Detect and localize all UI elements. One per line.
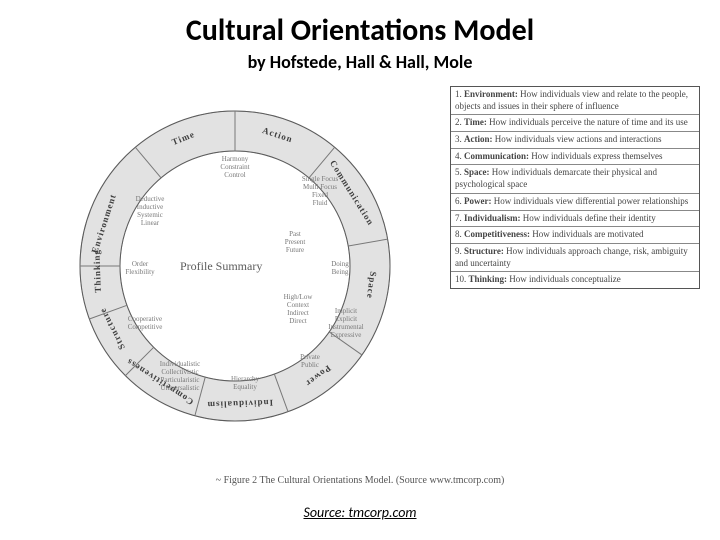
legend-num: 10. xyxy=(455,274,466,284)
legend-term: Thinking: xyxy=(469,274,508,284)
legend-num: 9. xyxy=(455,246,462,256)
svg-text:Thinking: Thinking xyxy=(91,249,103,293)
legend-def: How individuals view differential power … xyxy=(494,196,689,206)
page-subtitle: by Hofstede, Hall & Hall, Mole xyxy=(0,51,720,73)
svg-text:Single Focus: Single Focus xyxy=(302,175,339,183)
legend-row: 4. Communication: How individuals expres… xyxy=(451,149,699,166)
svg-text:Doing: Doing xyxy=(331,260,349,268)
legend-num: 8. xyxy=(455,229,462,239)
svg-text:Indirect: Indirect xyxy=(287,309,309,317)
page-title: Cultural Orientations Model xyxy=(0,0,720,49)
svg-text:Systemic: Systemic xyxy=(137,211,163,219)
legend-def: How individuals view actions and interac… xyxy=(495,134,662,144)
svg-text:Being: Being xyxy=(332,268,349,276)
svg-text:Universalistic: Universalistic xyxy=(161,384,200,392)
legend-num: 7. xyxy=(455,213,462,223)
legend-term: Structure: xyxy=(464,246,504,256)
svg-text:Instrumental: Instrumental xyxy=(328,323,363,331)
legend-def: How individuals perceive the nature of t… xyxy=(489,117,688,127)
figure-caption: ~ Figure 2 The Cultural Orientations Mod… xyxy=(0,475,720,486)
legend-num: 1. xyxy=(455,89,462,99)
content-area: EnvironmentTimeActionCommunicationSpaceP… xyxy=(20,81,700,471)
svg-text:High/Low: High/Low xyxy=(284,293,314,301)
legend-num: 6. xyxy=(455,196,462,206)
legend-def: How individuals conceptualize xyxy=(509,274,620,284)
legend-term: Individualism: xyxy=(464,213,521,223)
legend-num: 2. xyxy=(455,117,462,127)
legend-term: Action: xyxy=(464,134,493,144)
legend-term: Competitiveness: xyxy=(464,229,530,239)
legend-row: 2. Time: How individuals perceive the na… xyxy=(451,115,699,132)
legend-term: Power: xyxy=(464,196,491,206)
orientations-wheel-diagram: EnvironmentTimeActionCommunicationSpaceP… xyxy=(20,81,450,461)
legend-num: 4. xyxy=(455,151,462,161)
legend-table: 1. Environment: How individuals view and… xyxy=(450,86,700,289)
svg-text:Competitive: Competitive xyxy=(128,323,163,331)
legend-row: 5. Space: How individuals demarcate thei… xyxy=(451,165,699,193)
svg-text:Equality: Equality xyxy=(233,383,257,391)
svg-text:Present: Present xyxy=(285,238,306,246)
svg-text:Future: Future xyxy=(286,246,304,254)
legend-row: 6. Power: How individuals view different… xyxy=(451,194,699,211)
svg-text:Multi Focus: Multi Focus xyxy=(303,183,337,191)
legend-term: Environment: xyxy=(464,89,518,99)
svg-text:Individualistic: Individualistic xyxy=(160,360,200,368)
svg-text:Particularistic: Particularistic xyxy=(161,376,200,384)
legend-term: Time: xyxy=(464,117,487,127)
svg-text:Harmony: Harmony xyxy=(222,155,249,163)
svg-text:Collectivistic: Collectivistic xyxy=(161,368,198,376)
legend-row: 1. Environment: How individuals view and… xyxy=(451,87,699,115)
source-citation: Source: tmcorp.com xyxy=(0,504,720,521)
svg-text:Profile Summary: Profile Summary xyxy=(180,259,262,273)
svg-text:Direct: Direct xyxy=(289,317,307,325)
svg-text:Order: Order xyxy=(132,260,149,268)
svg-text:Explicit: Explicit xyxy=(335,315,357,323)
svg-text:Inductive: Inductive xyxy=(137,203,163,211)
svg-text:Cooperative: Cooperative xyxy=(128,315,162,323)
svg-text:Hierarchy: Hierarchy xyxy=(231,375,259,383)
legend-row: 8. Competitiveness: How individuals are … xyxy=(451,227,699,244)
legend-row: 3. Action: How individuals view actions … xyxy=(451,132,699,149)
svg-text:Fluid: Fluid xyxy=(313,199,328,207)
svg-text:Flexibility: Flexibility xyxy=(125,268,155,276)
svg-text:Linear: Linear xyxy=(141,219,160,227)
svg-text:Constraint: Constraint xyxy=(220,163,249,171)
svg-text:Public: Public xyxy=(301,361,319,369)
legend-row: 7. Individualism: How individuals define… xyxy=(451,211,699,228)
svg-text:Context: Context xyxy=(287,301,309,309)
legend-row: 10. Thinking: How individuals conceptual… xyxy=(451,272,699,288)
svg-text:Control: Control xyxy=(224,171,245,179)
legend-def: How individuals define their identity xyxy=(523,213,656,223)
svg-text:Implicit: Implicit xyxy=(335,307,357,315)
legend-row: 9. Structure: How individuals approach c… xyxy=(451,244,699,272)
legend-term: Space: xyxy=(464,167,490,177)
legend-def: How individuals express themselves xyxy=(531,151,662,161)
svg-text:Private: Private xyxy=(300,353,320,361)
svg-text:Expressive: Expressive xyxy=(331,331,362,339)
legend-num: 3. xyxy=(455,134,462,144)
legend-num: 5. xyxy=(455,167,462,177)
svg-text:Past: Past xyxy=(289,230,301,238)
legend-term: Communication: xyxy=(464,151,529,161)
svg-text:Deductive: Deductive xyxy=(136,195,165,203)
svg-text:Fixed: Fixed xyxy=(312,191,328,199)
legend-def: How individuals are motivated xyxy=(532,229,643,239)
